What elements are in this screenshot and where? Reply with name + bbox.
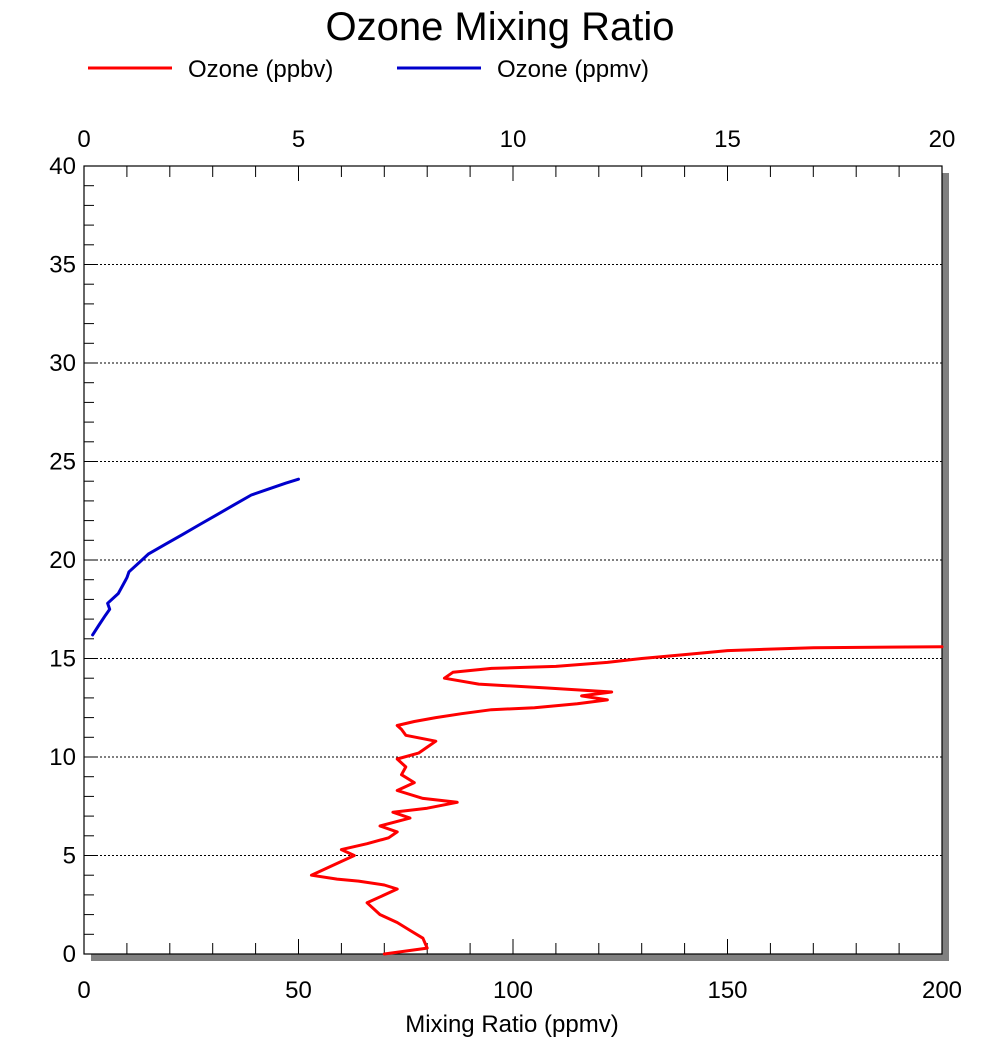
y-tick-label: 10 [49, 744, 76, 771]
y-tick-label: 25 [49, 449, 76, 476]
y-tick-label: 5 [63, 843, 76, 870]
gridlines [84, 264, 942, 856]
top-tick-label: 10 [500, 126, 527, 153]
legend-label-ppbv: Ozone (ppbv) [188, 56, 333, 83]
x-axis-label: Mixing Ratio (ppmv) [405, 1011, 618, 1038]
y-tick-label: 0 [63, 941, 76, 968]
y-tick-label: 15 [49, 646, 76, 673]
legend-label-ppmv: Ozone (ppmv) [497, 56, 649, 83]
top-tick-label: 20 [929, 126, 956, 153]
bottom-tick-label: 100 [493, 977, 533, 1004]
series-layer [91, 477, 944, 956]
y-tick-label: 20 [49, 547, 76, 574]
top-tick-label: 5 [292, 126, 305, 153]
y-tick-label: 35 [49, 252, 76, 279]
y-tick-label: 30 [49, 350, 76, 377]
top-tick-label: 15 [714, 126, 741, 153]
plot-frame-shadow-right [942, 173, 949, 961]
y-tick-label: 40 [49, 153, 76, 180]
bottom-tick-label: 150 [707, 977, 747, 1004]
series-line-ppbv [309, 645, 944, 956]
plot-frame-shadow-bottom [91, 954, 949, 961]
bottom-tick-label: 200 [922, 977, 962, 1004]
top-tick-label: 0 [77, 126, 90, 153]
axis-ticks [83, 165, 943, 955]
bottom-tick-label: 50 [285, 977, 312, 1004]
chart-title: Ozone Mixing Ratio [325, 5, 674, 49]
bottom-tick-label: 0 [77, 977, 90, 1004]
series-line-ppmv [91, 477, 300, 637]
